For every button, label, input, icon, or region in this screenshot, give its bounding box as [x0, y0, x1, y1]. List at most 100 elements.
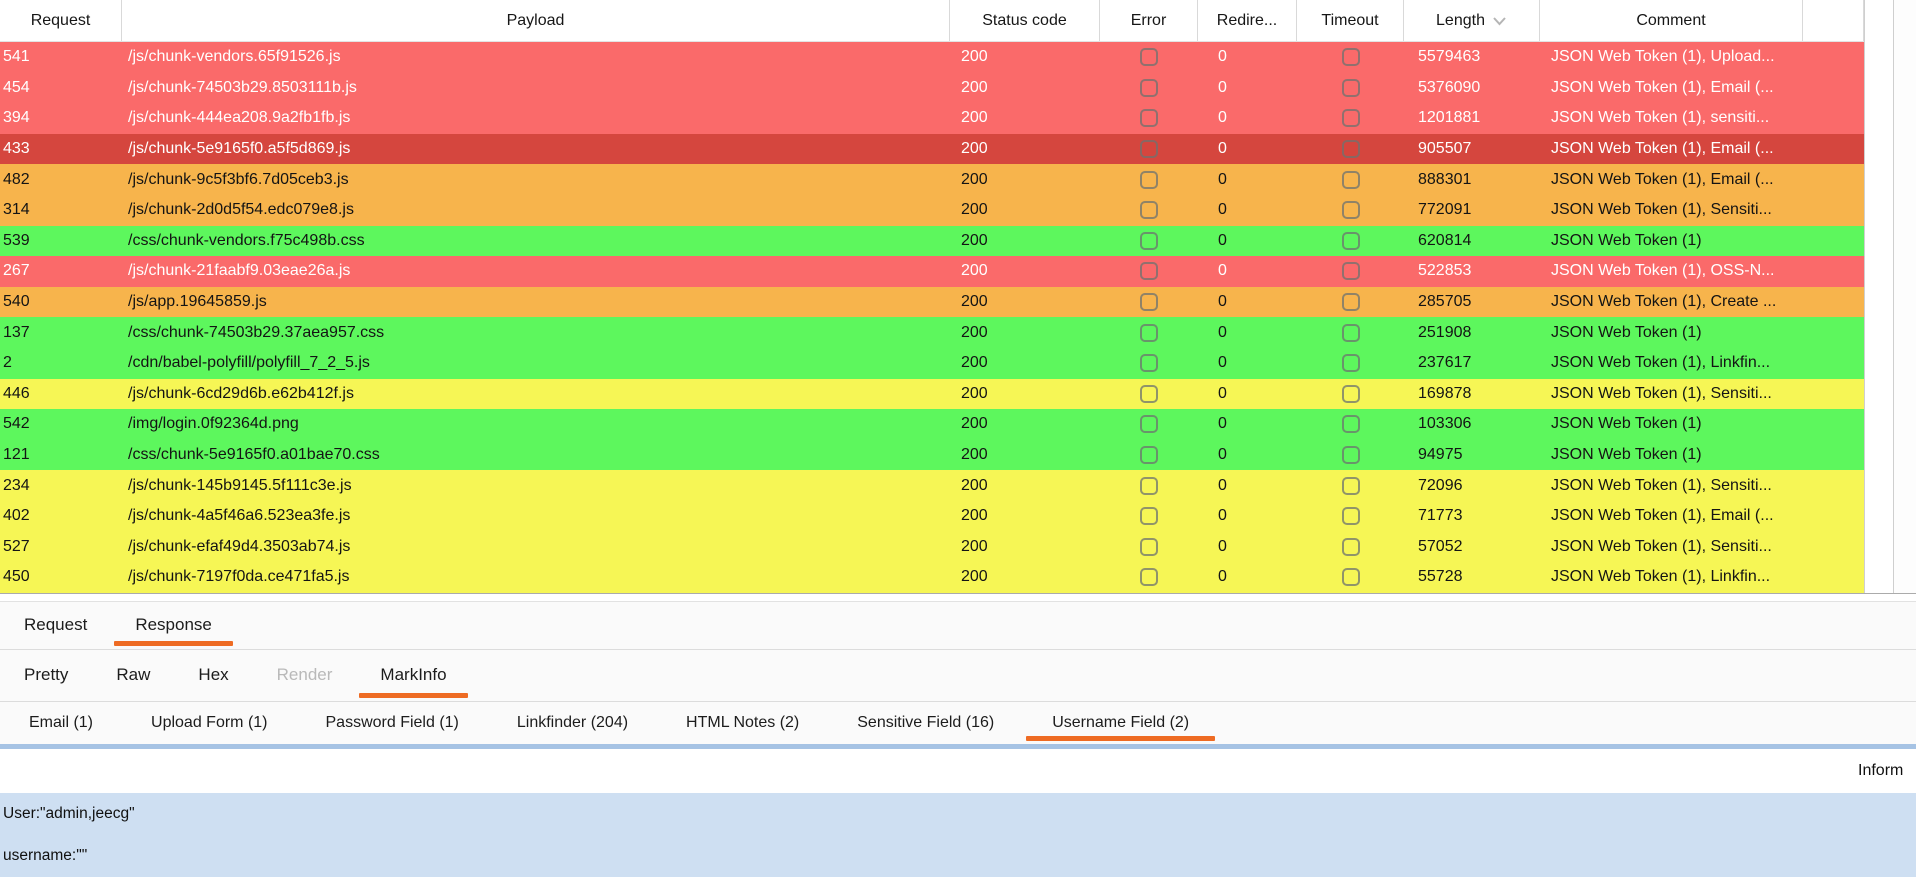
cell-redirect: 0: [1218, 354, 1227, 372]
tab-email-1[interactable]: Email (1): [29, 713, 94, 731]
col-header-request[interactable]: Request: [0, 0, 122, 41]
timeout-checkbox: [1341, 568, 1360, 587]
cell-request: 402: [3, 507, 30, 525]
markinfo-row[interactable]: username:"": [0, 834, 1916, 877]
tab-response[interactable]: Response: [111, 602, 236, 649]
cell-timeout: [1297, 532, 1404, 563]
table-row[interactable]: 267 /js/chunk-21faabf9.03eae26a.js 200 0…: [0, 256, 1916, 287]
cell-redirect: 0: [1218, 568, 1227, 586]
tab-hex[interactable]: Hex: [198, 665, 229, 685]
cell-redirect: 0: [1218, 384, 1227, 402]
cell-redirect: 0: [1218, 446, 1227, 464]
table-row[interactable]: 2 /cdn/babel-polyfill/polyfill_7_2_5.js …: [0, 347, 1916, 379]
markinfo-row-text: User:"admin,jeecg": [3, 804, 135, 822]
error-checkbox: [1140, 415, 1158, 434]
col-header-length-label: Length: [1436, 11, 1485, 29]
table-row[interactable]: 121 /css/chunk-5e9165f0.a01bae70.css 200…: [0, 439, 1916, 471]
cell-status-code: 200: [961, 201, 988, 219]
cell-payload: /js/chunk-7197f0da.ce471fa5.js: [128, 568, 350, 586]
cell-timeout: [1297, 501, 1404, 532]
table-row[interactable]: 542 /img/login.0f92364d.png 200 0 103306…: [0, 409, 1916, 440]
col-header-comment[interactable]: Comment: [1540, 0, 1803, 41]
table-row[interactable]: 541 /js/chunk-vendors.65f91526.js 200 0 …: [0, 42, 1916, 73]
cell-timeout: [1297, 562, 1404, 593]
cell-payload: /js/chunk-145b9145.5f111c3e.js: [128, 476, 352, 494]
tab-upload-form-1[interactable]: Upload Form (1): [151, 713, 268, 731]
table-row[interactable]: 450 /js/chunk-7197f0da.ce471fa5.js 200 0…: [0, 562, 1916, 593]
timeout-checkbox: [1341, 476, 1360, 495]
cell-redirect: 0: [1218, 507, 1227, 525]
sort-descending-icon: [1492, 16, 1507, 26]
cell-timeout: [1297, 134, 1404, 165]
vertical-scrollbar[interactable]: [1893, 0, 1916, 593]
cell-comment: JSON Web Token (1), Email (...: [1551, 170, 1774, 188]
cell-comment: JSON Web Token (1), Email (...: [1551, 507, 1774, 525]
cell-error: [1100, 562, 1198, 593]
table-row[interactable]: 394 /js/chunk-444ea208.9a2fb1fb.js 200 0…: [0, 103, 1916, 134]
cell-redirect: 0: [1218, 140, 1227, 158]
cell-error: [1100, 532, 1198, 563]
cell-comment: JSON Web Token (1): [1551, 415, 1702, 433]
col-header-payload[interactable]: Payload: [122, 0, 950, 41]
cell-error: [1100, 501, 1198, 532]
panel-divider: [0, 743, 1916, 749]
tab-password-field-1[interactable]: Password Field (1): [325, 713, 459, 731]
col-header-length[interactable]: Length: [1404, 0, 1540, 41]
table-row[interactable]: 137 /css/chunk-74503b29.37aea957.css 200…: [0, 317, 1916, 348]
cell-payload: /js/app.19645859.js: [128, 293, 267, 311]
table-row[interactable]: 234 /js/chunk-145b9145.5f111c3e.js 200 0…: [0, 470, 1916, 501]
error-checkbox: [1140, 293, 1158, 312]
cell-status-code: 200: [961, 78, 988, 96]
cell-comment: JSON Web Token (1), Sensiti...: [1551, 384, 1772, 402]
cell-comment: JSON Web Token (1), Sensiti...: [1551, 201, 1772, 219]
cell-timeout: [1297, 409, 1404, 440]
tab-linkfinder-204[interactable]: Linkfinder (204): [516, 713, 629, 731]
col-header-status-code[interactable]: Status code: [950, 0, 1100, 41]
tab-html-notes-2[interactable]: HTML Notes (2): [686, 713, 800, 731]
tab-raw[interactable]: Raw: [116, 665, 151, 685]
markinfo-table-header: Inform: [0, 748, 1916, 793]
col-header-redirect[interactable]: Redire...: [1198, 0, 1297, 41]
table-row[interactable]: 539 /css/chunk-vendors.f75c498b.css 200 …: [0, 225, 1916, 257]
cell-status-code: 200: [961, 231, 988, 249]
cell-length: 522853: [1418, 262, 1472, 280]
tab-request[interactable]: Request: [24, 615, 88, 635]
cell-timeout: [1297, 73, 1404, 104]
cell-request: 2: [3, 354, 12, 372]
error-checkbox: [1140, 109, 1158, 128]
cell-payload: /js/chunk-2d0d5f54.edc079e8.js: [128, 201, 354, 219]
tab-sensitive-field-16[interactable]: Sensitive Field (16): [857, 713, 995, 731]
cell-payload: /js/chunk-9c5f3bf6.7d05ceb3.js: [128, 170, 349, 188]
tab-markinfo[interactable]: MarkInfo: [356, 650, 470, 701]
cell-timeout: [1297, 470, 1404, 501]
tab-render[interactable]: Render: [276, 665, 333, 685]
cell-length: 285705: [1418, 293, 1472, 311]
error-checkbox: [1140, 231, 1158, 250]
table-row[interactable]: 433 /js/chunk-5e9165f0.a5f5d869.js 200 0…: [0, 133, 1916, 165]
table-row[interactable]: 402 /js/chunk-4a5f46a6.523ea3fe.js 200 0…: [0, 500, 1916, 532]
cell-error: [1100, 409, 1198, 440]
cell-error: [1100, 134, 1198, 165]
col-header-timeout[interactable]: Timeout: [1297, 0, 1404, 41]
table-row[interactable]: 527 /js/chunk-efaf49d4.3503ab74.js 200 0…: [0, 531, 1916, 563]
tab-username-field-2[interactable]: Username Field (2): [1023, 702, 1218, 744]
cell-length: 237617: [1418, 354, 1472, 372]
cell-comment: JSON Web Token (1), Email (...: [1551, 78, 1774, 96]
table-row[interactable]: 454 /js/chunk-74503b29.8503111b.js 200 0…: [0, 72, 1916, 104]
information-column-header[interactable]: Inform: [1858, 761, 1904, 779]
col-header-error[interactable]: Error: [1100, 0, 1198, 41]
tab-pretty[interactable]: Pretty: [24, 665, 69, 685]
cell-request: 121: [3, 446, 30, 464]
cell-length: 888301: [1418, 170, 1472, 188]
timeout-checkbox: [1341, 170, 1360, 189]
cell-length: 94975: [1418, 446, 1463, 464]
table-row[interactable]: 540 /js/app.19645859.js 200 0 285705 JSO…: [0, 286, 1916, 318]
cell-comment: JSON Web Token (1): [1551, 231, 1702, 249]
cell-status-code: 200: [961, 537, 988, 555]
markinfo-row[interactable]: User:"admin,jeecg": [0, 792, 1916, 835]
table-row[interactable]: 446 /js/chunk-6cd29d6b.e62b412f.js 200 0…: [0, 378, 1916, 410]
table-row[interactable]: 314 /js/chunk-2d0d5f54.edc079e8.js 200 0…: [0, 194, 1916, 226]
table-row[interactable]: 482 /js/chunk-9c5f3bf6.7d05ceb3.js 200 0…: [0, 164, 1916, 195]
cell-request: 314: [3, 201, 30, 219]
timeout-checkbox: [1341, 78, 1360, 97]
